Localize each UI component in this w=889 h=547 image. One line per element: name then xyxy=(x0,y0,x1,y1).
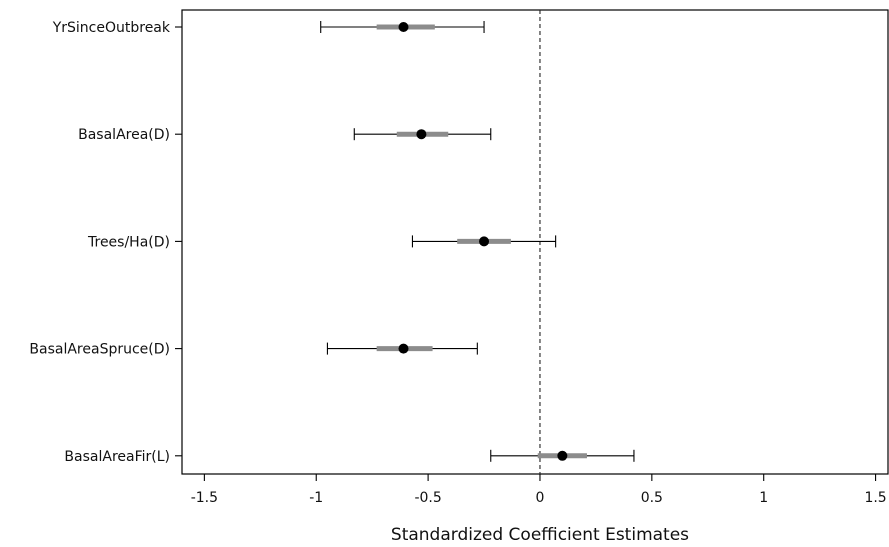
coefficient-row xyxy=(320,21,485,33)
y-axis: YrSinceOutbreak BasalArea(D) Trees/Ha(D) Ba… xyxy=(29,20,182,465)
y-category-label: BasalAreaSpruce(D) xyxy=(29,342,170,358)
coefficient-row xyxy=(353,128,492,141)
coefficient-marks xyxy=(320,21,635,462)
x-tick-label: 1 xyxy=(759,490,768,506)
x-tick-label: 0.5 xyxy=(641,490,663,506)
y-category-label: BasalAreaFir(L) xyxy=(64,449,170,465)
coefficient-row xyxy=(490,449,635,462)
x-axis-title: Standardized Coefficient Estimates xyxy=(391,525,689,545)
x-tick-label: 1.5 xyxy=(864,490,886,506)
y-category-label: BasalArea(D) xyxy=(78,127,170,143)
point-estimate xyxy=(398,343,409,354)
y-category-label: Trees/Ha(D) xyxy=(87,234,170,250)
x-tick-label: 0 xyxy=(536,490,545,506)
coefficient-row xyxy=(411,235,557,248)
x-tick-label: -1.5 xyxy=(191,490,218,506)
plot-frame xyxy=(181,9,889,475)
point-estimate xyxy=(398,22,409,32)
point-estimate xyxy=(557,450,568,461)
y-category-label: YrSinceOutbreak xyxy=(52,20,171,36)
coefficient-row xyxy=(326,342,478,355)
x-tick-label: -0.5 xyxy=(414,490,441,506)
point-estimate xyxy=(479,236,490,247)
x-axis: -1.5 -1 -0.5 0 0.5 1 1.5 xyxy=(191,474,887,506)
x-tick-label: -1 xyxy=(309,490,323,506)
point-estimate xyxy=(416,129,427,140)
